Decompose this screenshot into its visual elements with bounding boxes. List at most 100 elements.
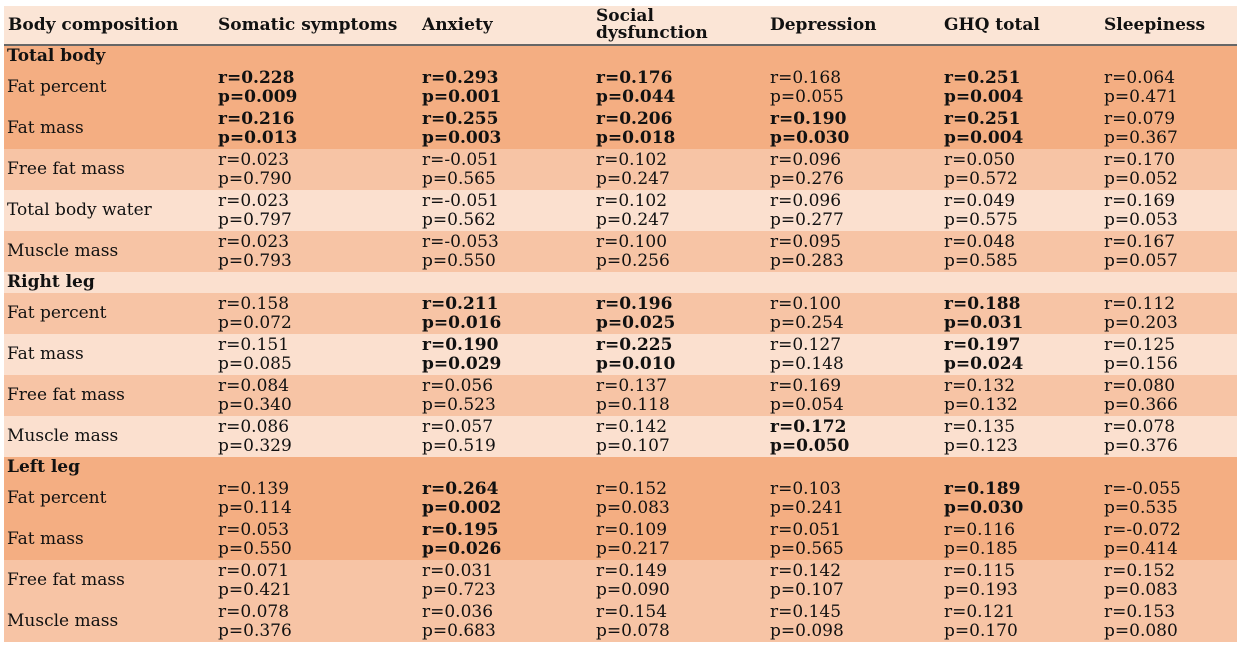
table-row: Fat percent r=0.228 p=0.009 r=0.293 p=0.001 r…: [4, 67, 1237, 108]
table-row: Fat percent r=0.158 p=0.072 r=0.211 p=0.016 r…: [4, 293, 1237, 334]
r-value: r=0.100: [596, 231, 668, 252]
p-value: p=0.562: [422, 209, 496, 230]
r-value: r=0.121: [944, 601, 1016, 622]
p-value: p=0.002: [422, 497, 502, 518]
r-value: r=0.023: [218, 231, 290, 252]
p-value: p=0.016: [422, 312, 502, 333]
r-value: r=0.206: [596, 108, 673, 129]
table-cell: r=0.023 p=0.790: [214, 149, 418, 190]
table-cell: r=0.078 p=0.376: [214, 601, 418, 642]
p-value: p=0.025: [596, 312, 676, 333]
r-value: r=0.049: [944, 190, 1016, 211]
table-cell: r=0.225 p=0.010: [592, 334, 766, 375]
p-value: p=0.414: [1104, 538, 1178, 559]
r-value: r=0.154: [596, 601, 668, 622]
r-value: r=0.116: [944, 519, 1016, 540]
table-cell: r=-0.053 p=0.550: [418, 231, 592, 272]
r-value: r=0.053: [218, 519, 290, 540]
p-value: p=0.572: [944, 168, 1018, 189]
table-cell: r=0.188 p=0.031: [940, 293, 1100, 334]
r-value: r=0.056: [422, 375, 494, 396]
r-value: r=0.168: [770, 67, 842, 88]
r-value: r=0.078: [218, 601, 290, 622]
table-cell: r=0.154 p=0.078: [592, 601, 766, 642]
p-value: p=0.030: [944, 497, 1024, 518]
header-social-dysfunction: Social dysfunction: [596, 6, 708, 43]
table-cell: r=0.190 p=0.030: [766, 108, 940, 149]
table-cell: r=0.053 p=0.550: [214, 519, 418, 560]
r-value: r=0.216: [218, 108, 295, 129]
table-row: Muscle mass r=0.023 p=0.793 r=-0.053 p=0.550…: [4, 231, 1237, 272]
r-value: r=0.048: [944, 231, 1016, 252]
table-cell: r=0.153 p=0.080: [1100, 601, 1237, 642]
r-value: r=0.079: [1104, 108, 1176, 129]
p-value: p=0.793: [218, 250, 292, 271]
row-label: Fat mass: [7, 118, 84, 138]
table-cell: r=0.137 p=0.118: [592, 375, 766, 416]
table-cell: r=-0.055 p=0.535: [1100, 478, 1237, 519]
row-label: Fat percent: [7, 303, 107, 323]
p-value: p=0.575: [944, 209, 1018, 230]
p-value: p=0.329: [218, 435, 292, 456]
r-value: r=0.096: [770, 190, 842, 211]
section-header-row: Left leg: [4, 457, 1237, 478]
p-value: p=0.107: [770, 579, 844, 600]
r-value: r=0.190: [770, 108, 847, 129]
p-value: p=0.107: [596, 435, 670, 456]
row-label: Muscle mass: [7, 241, 119, 261]
r-value: r=0.102: [596, 190, 668, 211]
table-cell: r=0.109 p=0.217: [592, 519, 766, 560]
table-cell: r=0.151 p=0.085: [214, 334, 418, 375]
table-cell: r=0.135 p=0.123: [940, 416, 1100, 457]
table-cell: r=0.121 p=0.170: [940, 601, 1100, 642]
p-value: p=0.055: [770, 86, 844, 107]
table-cell: r=0.056 p=0.523: [418, 375, 592, 416]
r-value: r=0.167: [1104, 231, 1176, 252]
table-row: Muscle mass r=0.078 p=0.376 r=0.036 p=0.683 r…: [4, 601, 1237, 642]
table-cell: r=0.190 p=0.029: [418, 334, 592, 375]
r-value: r=-0.051: [422, 190, 499, 211]
table-cell: r=0.115 p=0.193: [940, 560, 1100, 601]
p-value: p=0.118: [596, 394, 670, 415]
table-cell: r=0.169 p=0.054: [766, 375, 940, 416]
table-cell: r=0.211 p=0.016: [418, 293, 592, 334]
section-header-row: Total body: [4, 45, 1237, 67]
p-value: p=0.367: [1104, 127, 1178, 148]
table-row: Fat mass r=0.216 p=0.013 r=0.255 p=0.003 r=0.…: [4, 108, 1237, 149]
r-value: r=0.103: [770, 478, 842, 499]
table-cell: r=0.172 p=0.050: [766, 416, 940, 457]
r-value: r=0.115: [944, 560, 1016, 581]
table-cell: r=0.116 p=0.185: [940, 519, 1100, 560]
r-value: r=0.036: [422, 601, 494, 622]
p-value: p=0.090: [596, 579, 670, 600]
row-label: Free fat mass: [7, 570, 125, 590]
table-cell: r=0.080 p=0.366: [1100, 375, 1237, 416]
r-value: r=0.158: [218, 293, 290, 314]
table-cell: r=0.216 p=0.013: [214, 108, 418, 149]
table-row: Total body water r=0.023 p=0.797 r=-0.051 p=…: [4, 190, 1237, 231]
table-cell: r=0.139 p=0.114: [214, 478, 418, 519]
p-value: p=0.203: [1104, 312, 1178, 333]
row-label: Fat percent: [7, 488, 107, 508]
table-cell: r=0.049 p=0.575: [940, 190, 1100, 231]
table-cell: r=-0.051 p=0.562: [418, 190, 592, 231]
table-cell: r=0.251 p=0.004: [940, 108, 1100, 149]
r-value: r=-0.072: [1104, 519, 1181, 540]
p-value: p=0.277: [770, 209, 844, 230]
table-cell: r=0.100 p=0.254: [766, 293, 940, 334]
table-cell: r=0.228 p=0.009: [214, 67, 418, 108]
p-value: p=0.098: [770, 620, 844, 641]
r-value: r=0.211: [422, 293, 499, 314]
section-title: Right leg: [7, 272, 95, 292]
p-value: p=0.044: [596, 86, 676, 107]
p-value: p=0.156: [1104, 353, 1178, 374]
p-value: p=0.030: [770, 127, 850, 148]
p-value: p=0.026: [422, 538, 502, 559]
table-cell: r=-0.072 p=0.414: [1100, 519, 1237, 560]
header-ghq-total: GHQ total: [944, 14, 1040, 35]
r-value: r=0.142: [770, 560, 842, 581]
r-value: r=0.100: [770, 293, 842, 314]
p-value: p=0.247: [596, 168, 670, 189]
r-value: r=-0.055: [1104, 478, 1181, 499]
r-value: r=0.170: [1104, 149, 1176, 170]
